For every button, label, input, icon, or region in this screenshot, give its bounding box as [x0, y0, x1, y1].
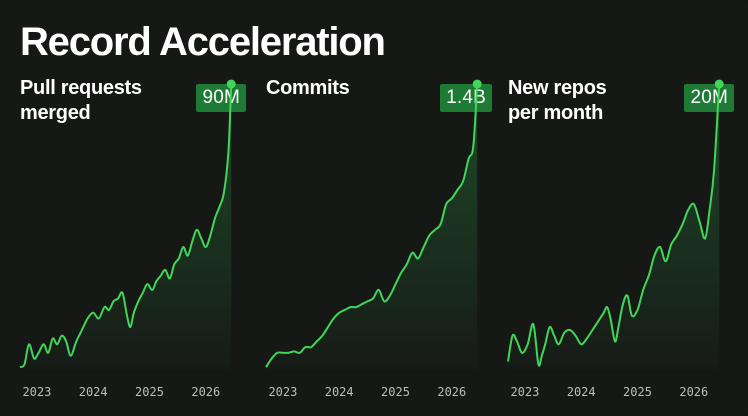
x-tick-label: 2026	[191, 385, 220, 399]
x-tick-label: 2023	[510, 385, 539, 399]
chart-panel-new-repos: New repos per month 20M 2023 2024 2025 2026	[507, 70, 744, 410]
x-tick-label: 2026	[437, 385, 466, 399]
endpoint-marker	[226, 79, 236, 89]
x-tick-label: 2023	[268, 385, 297, 399]
chart-title-line: New repos	[508, 77, 607, 99]
series-line	[265, 83, 479, 368]
chart-title-line: Commits	[266, 77, 350, 99]
line-chart: 2023 2024 2025 2026	[265, 79, 482, 399]
x-tick-label: 2024	[567, 385, 596, 399]
x-tick-label: 2026	[679, 385, 708, 399]
x-tick-label: 2024	[79, 385, 108, 399]
x-tick-label: 2024	[325, 385, 354, 399]
endpoint-marker	[714, 79, 724, 89]
endpoint-marker	[472, 79, 482, 89]
x-tick-label: 2025	[135, 385, 164, 399]
chart-title: New repos per month	[508, 76, 607, 126]
chart-title: Pull requests merged	[20, 76, 142, 126]
chart-title: Commits	[266, 76, 350, 101]
chart-title-line: per month	[508, 102, 604, 124]
series-line	[507, 83, 721, 367]
chart-panel-pull-requests: Pull requests merged 90M 2023 2024 2025 202…	[19, 70, 256, 410]
value-badge: 1.4B	[440, 84, 492, 112]
chart-panel-commits: Commits 1.4B 2023 2024 2025 2026	[265, 70, 502, 410]
chart-title-line: Pull requests	[20, 77, 142, 99]
x-tick-label: 2025	[381, 385, 410, 399]
chart-title-line: merged	[20, 102, 91, 124]
area-fill	[20, 84, 232, 370]
line-chart: 2023 2024 2025 2026	[19, 79, 236, 399]
area-fill	[266, 84, 478, 370]
series-line	[19, 83, 233, 369]
x-tick-label: 2023	[22, 385, 51, 399]
area-fill	[508, 84, 720, 370]
page-title: Record Acceleration	[20, 20, 386, 64]
x-tick-label: 2025	[623, 385, 652, 399]
line-chart: 2023 2024 2025 2026	[507, 79, 724, 399]
